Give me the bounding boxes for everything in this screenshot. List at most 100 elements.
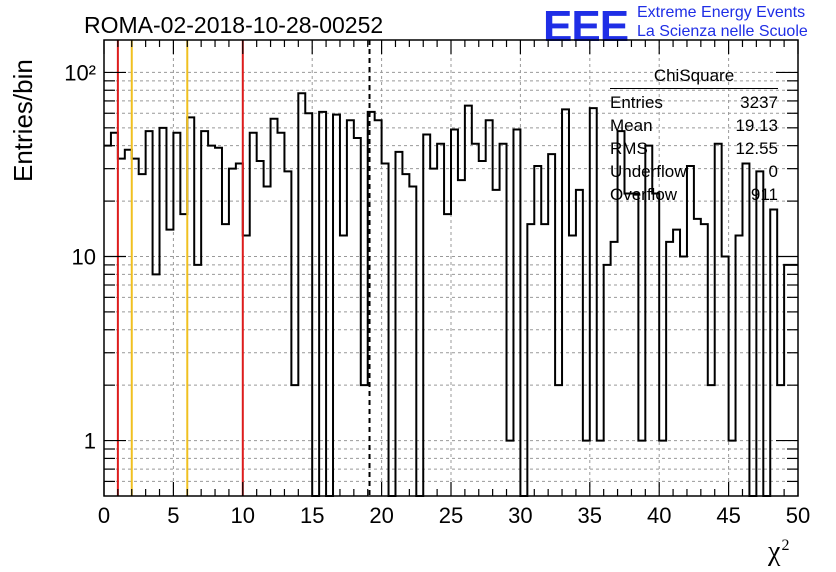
stats-value: 12.55 bbox=[735, 139, 778, 158]
histogram-bin bbox=[298, 93, 305, 496]
stats-row-overflow: Overflow 911 bbox=[610, 183, 778, 206]
histogram-bin bbox=[444, 214, 451, 496]
histogram-bin bbox=[395, 152, 402, 496]
logo-tagline-2: La Scienza nelle Scuole bbox=[637, 23, 808, 40]
histogram-bin bbox=[486, 120, 493, 496]
histogram-bin bbox=[194, 265, 201, 496]
histogram-bin bbox=[631, 193, 638, 496]
logo-tagline-1: Extreme Energy Events bbox=[637, 4, 806, 21]
x-tick-label: 5 bbox=[167, 503, 179, 528]
histogram-bin bbox=[479, 161, 486, 496]
histogram-bin bbox=[534, 166, 541, 496]
histogram-bin bbox=[333, 115, 340, 496]
stats-row-rms: RMS 12.55 bbox=[610, 137, 778, 160]
histogram-line bbox=[104, 92, 798, 497]
histogram-bin bbox=[701, 224, 708, 496]
histogram-bin bbox=[708, 385, 715, 496]
histogram-bin bbox=[527, 224, 534, 496]
stats-value: 911 bbox=[750, 185, 778, 204]
stats-row-underflow: Underflow 0 bbox=[610, 160, 778, 183]
x-tick-label: 30 bbox=[508, 503, 532, 528]
histogram-bin bbox=[451, 129, 458, 496]
histogram-bin bbox=[409, 187, 416, 496]
histogram-bin bbox=[611, 242, 618, 496]
histogram-bin bbox=[437, 144, 444, 496]
histogram-bin bbox=[791, 265, 798, 496]
histogram-bin bbox=[125, 150, 132, 496]
histogram-bin bbox=[160, 128, 167, 496]
histogram-bin bbox=[736, 236, 743, 496]
histogram-bin bbox=[166, 230, 173, 496]
y-tick-label: 10 bbox=[72, 245, 96, 270]
histogram-bin bbox=[666, 242, 673, 496]
histogram-bin bbox=[354, 138, 361, 496]
stats-box-title: ChiSquare bbox=[610, 66, 778, 89]
histogram-bin bbox=[173, 133, 180, 496]
histogram-bin bbox=[187, 117, 194, 496]
histogram-bin bbox=[562, 109, 569, 496]
histogram-bin bbox=[756, 171, 763, 496]
histogram-bin bbox=[375, 120, 382, 496]
histogram-bin bbox=[687, 166, 694, 496]
stats-label: Underflow bbox=[610, 162, 687, 181]
histogram-bin bbox=[153, 274, 160, 496]
x-tick-label: 35 bbox=[578, 503, 602, 528]
histogram-bin bbox=[340, 236, 347, 496]
x-tick-label: 10 bbox=[231, 503, 255, 528]
eee-logo: EEE bbox=[543, 2, 629, 51]
stats-value: 3237 bbox=[740, 93, 778, 112]
histogram-bin bbox=[680, 257, 687, 496]
stats-row-entries: Entries 3237 bbox=[610, 91, 778, 114]
histogram-bin bbox=[361, 385, 368, 496]
histogram-bin bbox=[305, 113, 312, 496]
y-tick-label: 10² bbox=[64, 60, 96, 85]
chart-title: ROMA-02-2018-10-28-00252 bbox=[84, 12, 384, 38]
histogram-bin bbox=[243, 236, 250, 496]
histogram-bin bbox=[264, 187, 271, 496]
histogram-bin bbox=[770, 210, 777, 496]
histogram-bin bbox=[257, 161, 264, 496]
stats-row-mean: Mean 19.13 bbox=[610, 114, 778, 137]
histogram-bin bbox=[382, 164, 389, 496]
histogram-bin bbox=[722, 257, 729, 496]
histogram-bin bbox=[493, 190, 500, 496]
histogram-bin bbox=[652, 193, 659, 496]
histogram-bin bbox=[180, 214, 187, 496]
x-tick-label: 45 bbox=[716, 503, 740, 528]
x-tick-label: 0 bbox=[98, 503, 110, 528]
x-axis-label: χ2 bbox=[768, 536, 790, 567]
histogram-bin bbox=[625, 193, 632, 496]
histogram-bin bbox=[590, 108, 597, 496]
histogram-bin bbox=[423, 134, 430, 496]
histogram-bin bbox=[111, 133, 118, 496]
histogram-bin bbox=[604, 265, 611, 496]
histogram-bin bbox=[250, 133, 257, 496]
x-tick-label: 25 bbox=[439, 503, 463, 528]
histogram-bin bbox=[548, 154, 555, 496]
stats-box: ChiSquare Entries 3237 Mean 19.13 RMS 12.55 Un… bbox=[610, 66, 778, 206]
histogram-bin bbox=[513, 129, 520, 496]
x-tick-label: 20 bbox=[369, 503, 393, 528]
histogram-bin bbox=[229, 169, 236, 496]
histogram-bin bbox=[597, 441, 604, 496]
histogram-bin bbox=[104, 146, 111, 496]
histogram-bin bbox=[784, 265, 791, 496]
histogram-bin bbox=[347, 120, 354, 496]
histogram-bin bbox=[139, 174, 146, 496]
histogram-bin bbox=[583, 441, 590, 496]
y-tick-label: 1 bbox=[84, 429, 96, 454]
stats-label: RMS bbox=[610, 139, 648, 158]
histogram-bin bbox=[236, 164, 243, 496]
histogram-bin bbox=[208, 146, 215, 496]
histogram-bin bbox=[271, 119, 278, 496]
histogram-bin bbox=[742, 164, 749, 496]
histogram-bin bbox=[319, 112, 326, 496]
histogram-bin bbox=[541, 224, 548, 496]
x-tick-label: 15 bbox=[300, 503, 324, 528]
stats-label: Mean bbox=[610, 116, 653, 135]
histogram-bin bbox=[430, 169, 437, 496]
histogram-bin bbox=[458, 180, 465, 496]
histogram-bin bbox=[118, 159, 125, 496]
histogram-bin bbox=[215, 148, 222, 496]
histogram-bin bbox=[673, 230, 680, 496]
